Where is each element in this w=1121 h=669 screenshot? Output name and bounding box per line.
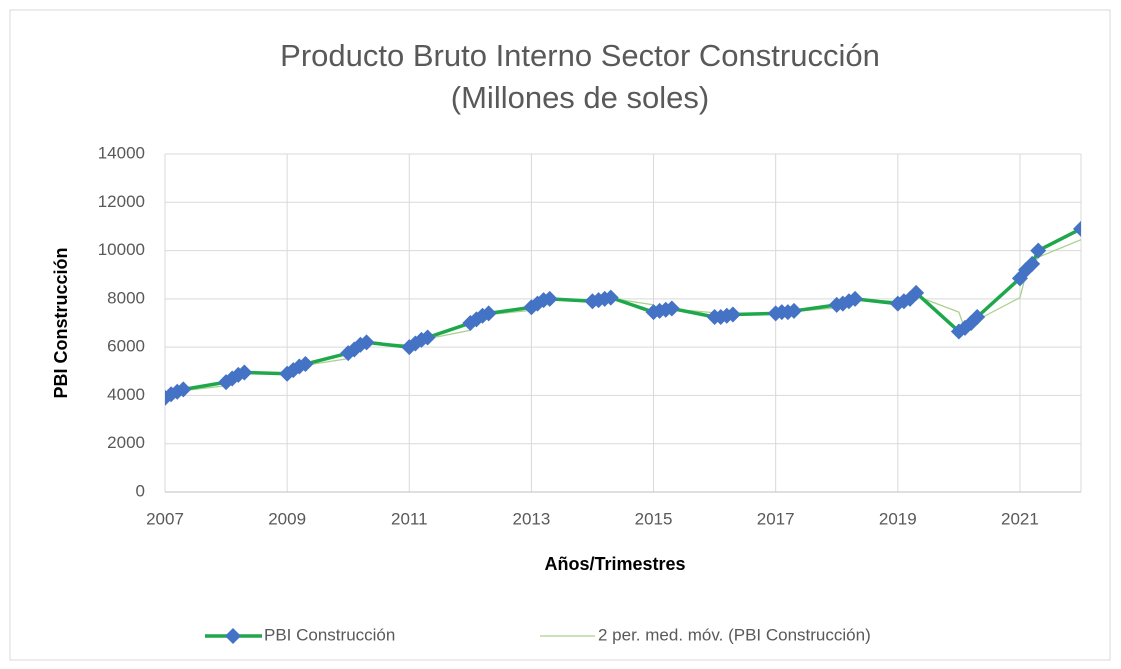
marker bbox=[175, 381, 192, 398]
x-tick-label: 2017 bbox=[757, 509, 795, 528]
x-tick-label: 2021 bbox=[1001, 509, 1039, 528]
x-tick-label: 2007 bbox=[146, 509, 184, 528]
marker bbox=[847, 290, 864, 307]
marker bbox=[1030, 242, 1047, 259]
y-tick-label: 0 bbox=[136, 481, 145, 500]
chart-subtitle: (Millones de soles) bbox=[451, 80, 709, 115]
y-tick-label: 14000 bbox=[98, 143, 145, 162]
marker bbox=[724, 306, 741, 323]
chart-title: Producto Bruto Interno Sector Construcci… bbox=[280, 38, 880, 73]
x-axis-title: Años/Trimestres bbox=[544, 554, 685, 574]
marker bbox=[480, 305, 497, 322]
y-axis-title: PBI Construcción bbox=[51, 247, 71, 398]
marker bbox=[663, 300, 680, 317]
y-tick-label: 6000 bbox=[107, 337, 145, 356]
x-tick-label: 2015 bbox=[635, 509, 673, 528]
x-tick-label: 2013 bbox=[512, 509, 550, 528]
legend-marker bbox=[225, 628, 241, 644]
legend-label: PBI Construcción bbox=[264, 625, 395, 644]
marker bbox=[236, 364, 253, 381]
y-tick-label: 2000 bbox=[107, 433, 145, 452]
marker bbox=[969, 308, 986, 325]
y-tick-label: 10000 bbox=[98, 240, 145, 259]
marker bbox=[602, 289, 619, 306]
y-tick-label: 8000 bbox=[107, 288, 145, 307]
marker bbox=[541, 290, 558, 307]
x-tick-label: 2011 bbox=[391, 509, 428, 528]
marker bbox=[1073, 220, 1081, 237]
plot-area bbox=[165, 220, 1081, 406]
marker bbox=[358, 334, 375, 351]
marker bbox=[297, 356, 314, 373]
marker bbox=[785, 302, 802, 319]
legend-label: 2 per. med. móv. (PBI Construcción) bbox=[598, 625, 871, 644]
x-tick-label: 2019 bbox=[879, 509, 917, 528]
marker bbox=[419, 329, 436, 346]
marker bbox=[1024, 255, 1041, 272]
marker bbox=[908, 284, 925, 301]
x-tick-label: 2009 bbox=[268, 509, 306, 528]
y-tick-label: 12000 bbox=[98, 192, 145, 211]
chart-border bbox=[9, 9, 1111, 661]
y-tick-label: 4000 bbox=[107, 385, 145, 404]
